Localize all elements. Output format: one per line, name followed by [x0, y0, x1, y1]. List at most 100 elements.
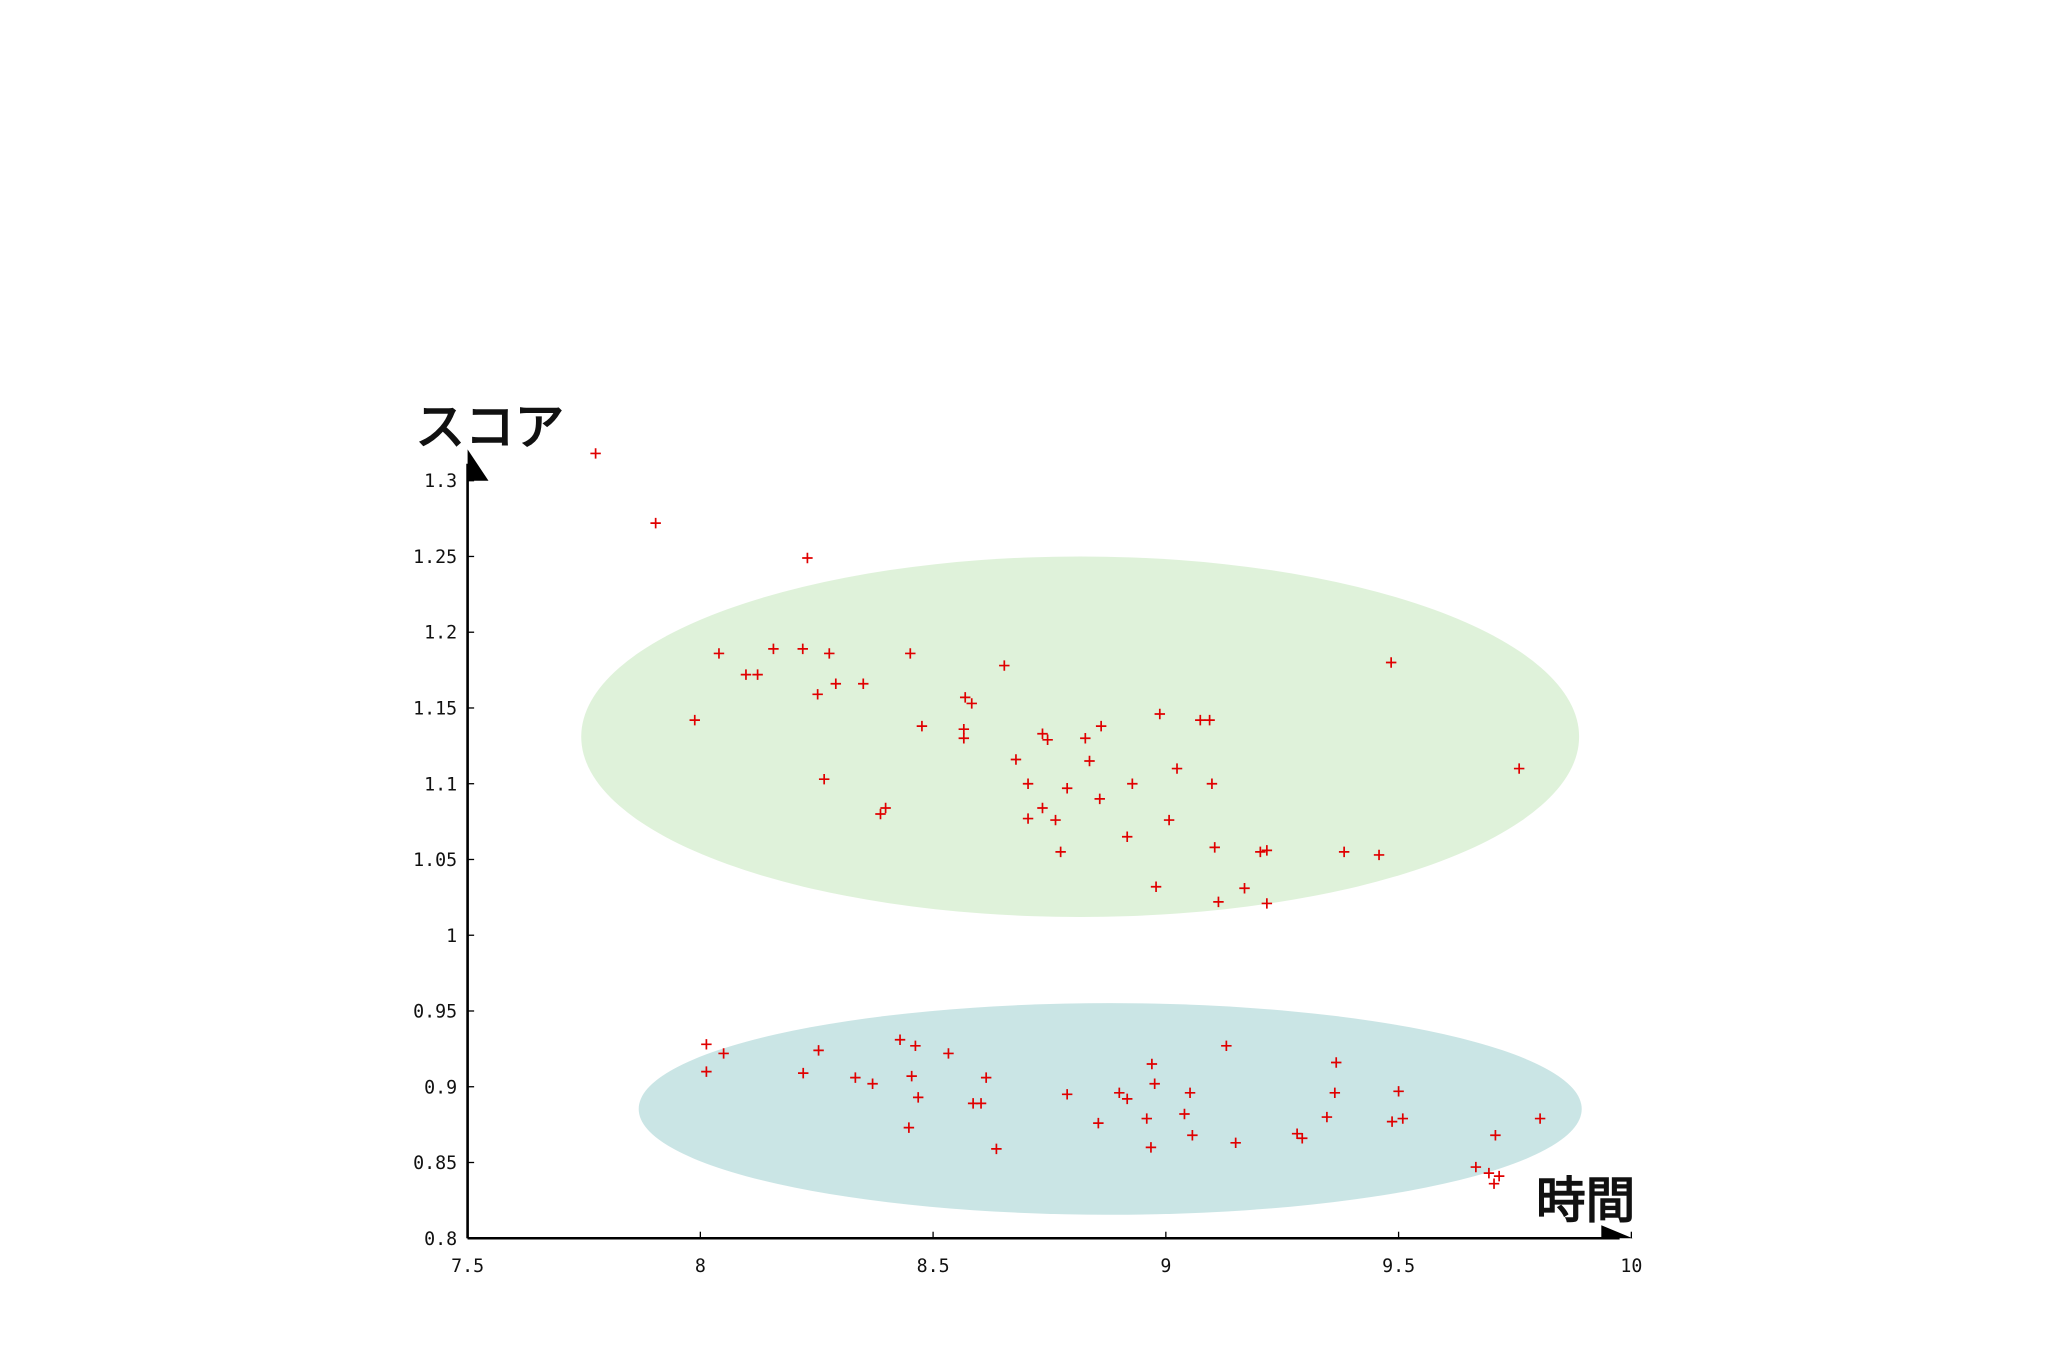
- point: [858, 678, 869, 689]
- y-tick-label: 1.1: [424, 774, 457, 795]
- point: [1141, 1113, 1152, 1124]
- point: [1093, 1117, 1104, 1129]
- point: [959, 692, 971, 703]
- point: [1321, 1111, 1333, 1123]
- point: [797, 643, 808, 655]
- point: [1397, 1113, 1409, 1124]
- point: [1386, 1116, 1398, 1127]
- y-axis-title: スコア: [415, 398, 564, 456]
- point: [718, 1048, 729, 1059]
- x-tick-label: 8.5: [917, 1256, 950, 1277]
- point: [1261, 898, 1273, 909]
- point: [802, 552, 813, 564]
- point: [1297, 1133, 1308, 1144]
- point: [813, 1045, 824, 1056]
- point: [1121, 831, 1133, 842]
- point: [991, 1143, 1002, 1155]
- point: [1213, 896, 1224, 908]
- point: [1055, 846, 1066, 858]
- point: [903, 1122, 915, 1133]
- x-axis-title: 時間: [1536, 1171, 1635, 1229]
- point: [1084, 755, 1095, 767]
- point: [1179, 1108, 1190, 1120]
- point: [894, 1034, 906, 1046]
- y-tick-label: 1: [446, 926, 457, 947]
- point: [999, 660, 1010, 671]
- point: [1490, 1130, 1501, 1141]
- point: [912, 1092, 924, 1103]
- point: [797, 1067, 809, 1079]
- point: [1206, 778, 1218, 789]
- point: [1195, 714, 1206, 726]
- point: [880, 802, 891, 814]
- point: [875, 808, 886, 820]
- point: [1239, 883, 1250, 894]
- y-tick-label: 0.85: [413, 1153, 457, 1174]
- point: [1061, 783, 1073, 794]
- point: [812, 689, 823, 700]
- point: [1094, 793, 1105, 805]
- point: [830, 678, 842, 689]
- point: [850, 1072, 861, 1083]
- point: [980, 1072, 992, 1083]
- point: [1209, 842, 1220, 853]
- point: [1095, 720, 1107, 732]
- y-tick-label: 0.8: [424, 1229, 457, 1250]
- x-tick-label: 8: [695, 1256, 706, 1277]
- point: [1080, 733, 1091, 744]
- point: [1145, 1142, 1157, 1153]
- point: [818, 773, 830, 785]
- point: [1291, 1128, 1303, 1139]
- point: [867, 1078, 878, 1089]
- x-tick-label: 9: [1160, 1256, 1171, 1277]
- point: [906, 1070, 917, 1082]
- point: [1329, 1087, 1341, 1099]
- point: [701, 1066, 712, 1077]
- y-axis-arrow: [467, 449, 489, 481]
- point: [1050, 814, 1061, 826]
- point: [1171, 763, 1183, 774]
- point: [740, 669, 752, 680]
- point: [1121, 1093, 1133, 1105]
- point: [1204, 714, 1215, 726]
- y-tick-label: 1.05: [413, 850, 457, 871]
- point: [713, 648, 725, 659]
- point: [689, 714, 700, 726]
- point: [1261, 845, 1273, 856]
- point: [1154, 708, 1166, 720]
- point: [943, 1048, 954, 1059]
- point: [1150, 881, 1162, 892]
- point: [1037, 728, 1048, 739]
- cluster-region: [581, 556, 1580, 917]
- point: [701, 1039, 712, 1050]
- point: [650, 517, 661, 529]
- point: [1330, 1057, 1342, 1068]
- point: [1184, 1087, 1196, 1099]
- point: [1022, 778, 1034, 789]
- point: [1149, 1078, 1160, 1089]
- x-tick-label: 10: [1620, 1256, 1642, 1277]
- point: [824, 648, 835, 659]
- point: [1373, 849, 1385, 861]
- point: [916, 720, 928, 732]
- point: [1385, 657, 1397, 668]
- point: [958, 723, 970, 735]
- point: [768, 643, 779, 655]
- cluster-region: [638, 1003, 1582, 1215]
- point: [752, 669, 763, 680]
- point: [1493, 1170, 1505, 1182]
- point: [1470, 1161, 1482, 1173]
- point: [958, 733, 970, 744]
- point: [1534, 1113, 1546, 1124]
- point: [1037, 802, 1048, 814]
- point: [1127, 778, 1138, 789]
- y-tick-label: 0.9: [424, 1077, 457, 1098]
- point: [1513, 763, 1525, 774]
- point: [1483, 1167, 1495, 1179]
- y-tick-label: 1.15: [413, 699, 457, 720]
- point: [1146, 1058, 1158, 1070]
- point: [1393, 1086, 1404, 1097]
- point: [1114, 1087, 1125, 1099]
